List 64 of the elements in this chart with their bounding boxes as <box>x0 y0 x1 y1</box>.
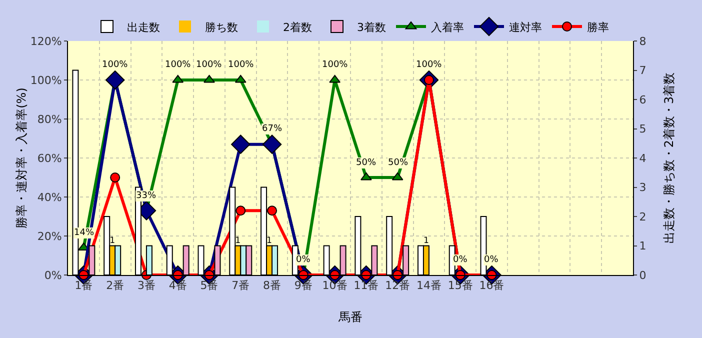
data-label: 14% <box>74 228 94 238</box>
y2-tick-label: 4 <box>639 152 646 165</box>
y-tick-label: 60% <box>37 152 62 165</box>
x-tick-label: 9番 <box>294 279 312 292</box>
x-tick-label: 3番 <box>137 279 156 292</box>
data-label: 100% <box>322 60 348 70</box>
y2-axis-title: 出走数・勝ち数・2着数・3着数 <box>662 72 676 244</box>
x-tick-label: 12番 <box>385 279 410 292</box>
data-label: 100% <box>165 60 192 70</box>
y-tick-label: 20% <box>37 230 62 243</box>
x-tick-label: 2番 <box>106 279 124 292</box>
data-label: 1 <box>235 236 241 246</box>
x-tick-label: 5番 <box>200 279 218 292</box>
y2-tick-label: 5 <box>639 122 646 136</box>
data-label: 100% <box>416 60 442 70</box>
x-tick-label: 4番 <box>168 279 187 292</box>
data-label: 1 <box>423 236 429 246</box>
legend-label: 出走数 <box>127 20 160 34</box>
y-axis-title: 勝率・連対率・入着率(%) <box>14 88 28 228</box>
data-label: 1 <box>266 236 272 246</box>
legend-label: 勝ち数 <box>205 20 238 34</box>
data-label: 100% <box>228 60 254 70</box>
x-tick-label: 14番 <box>416 279 442 292</box>
point <box>262 134 282 154</box>
y-tick-label: 40% <box>37 190 62 204</box>
data-label: 1 <box>110 236 116 246</box>
point <box>110 172 120 182</box>
y2-tick-label: 0 <box>639 268 646 282</box>
data-label: 0% <box>296 255 311 265</box>
y2-tick-label: 8 <box>639 34 646 48</box>
x-tick-label: 15番 <box>448 279 473 292</box>
y2-tick-label: 6 <box>639 93 646 106</box>
data-label: 0% <box>484 255 499 265</box>
y-tick-label: 100% <box>30 74 62 87</box>
legend-label: 連対率 <box>509 20 542 34</box>
y-tick-label: 120% <box>30 34 62 48</box>
legend-label: 勝率 <box>587 20 609 34</box>
data-label: 50% <box>356 158 376 168</box>
data-label: 100% <box>196 60 222 70</box>
y2-tick-label: 1 <box>639 240 646 253</box>
y-tick-label: 80% <box>37 112 62 126</box>
y2-tick-label: 2 <box>639 210 646 224</box>
legend-label: 3着数 <box>357 20 386 34</box>
y-tick-label: 0% <box>44 268 62 282</box>
legend-label: 入着率 <box>431 20 464 34</box>
x-tick-label: 16番 <box>479 279 504 292</box>
point <box>267 206 278 216</box>
x-tick-label: 7番 <box>232 279 250 292</box>
y2-tick-label: 7 <box>639 64 646 78</box>
x-tick-label: 1番 <box>74 279 93 292</box>
y2-tick-label: 3 <box>639 181 646 194</box>
point <box>231 134 250 154</box>
x-tick-label: 10番 <box>322 279 348 292</box>
point <box>105 70 125 90</box>
x-axis-title: 馬番 <box>338 310 362 324</box>
x-tick-label: 11番 <box>354 279 379 292</box>
data-label: 100% <box>102 60 128 70</box>
data-label: 50% <box>388 158 408 168</box>
x-tick-label: 8番 <box>263 279 282 292</box>
data-label: 67% <box>262 124 282 134</box>
point <box>236 206 246 216</box>
data-label: 0% <box>453 255 468 265</box>
legend-label: 2着数 <box>283 20 312 34</box>
data-label: 33% <box>136 191 156 201</box>
